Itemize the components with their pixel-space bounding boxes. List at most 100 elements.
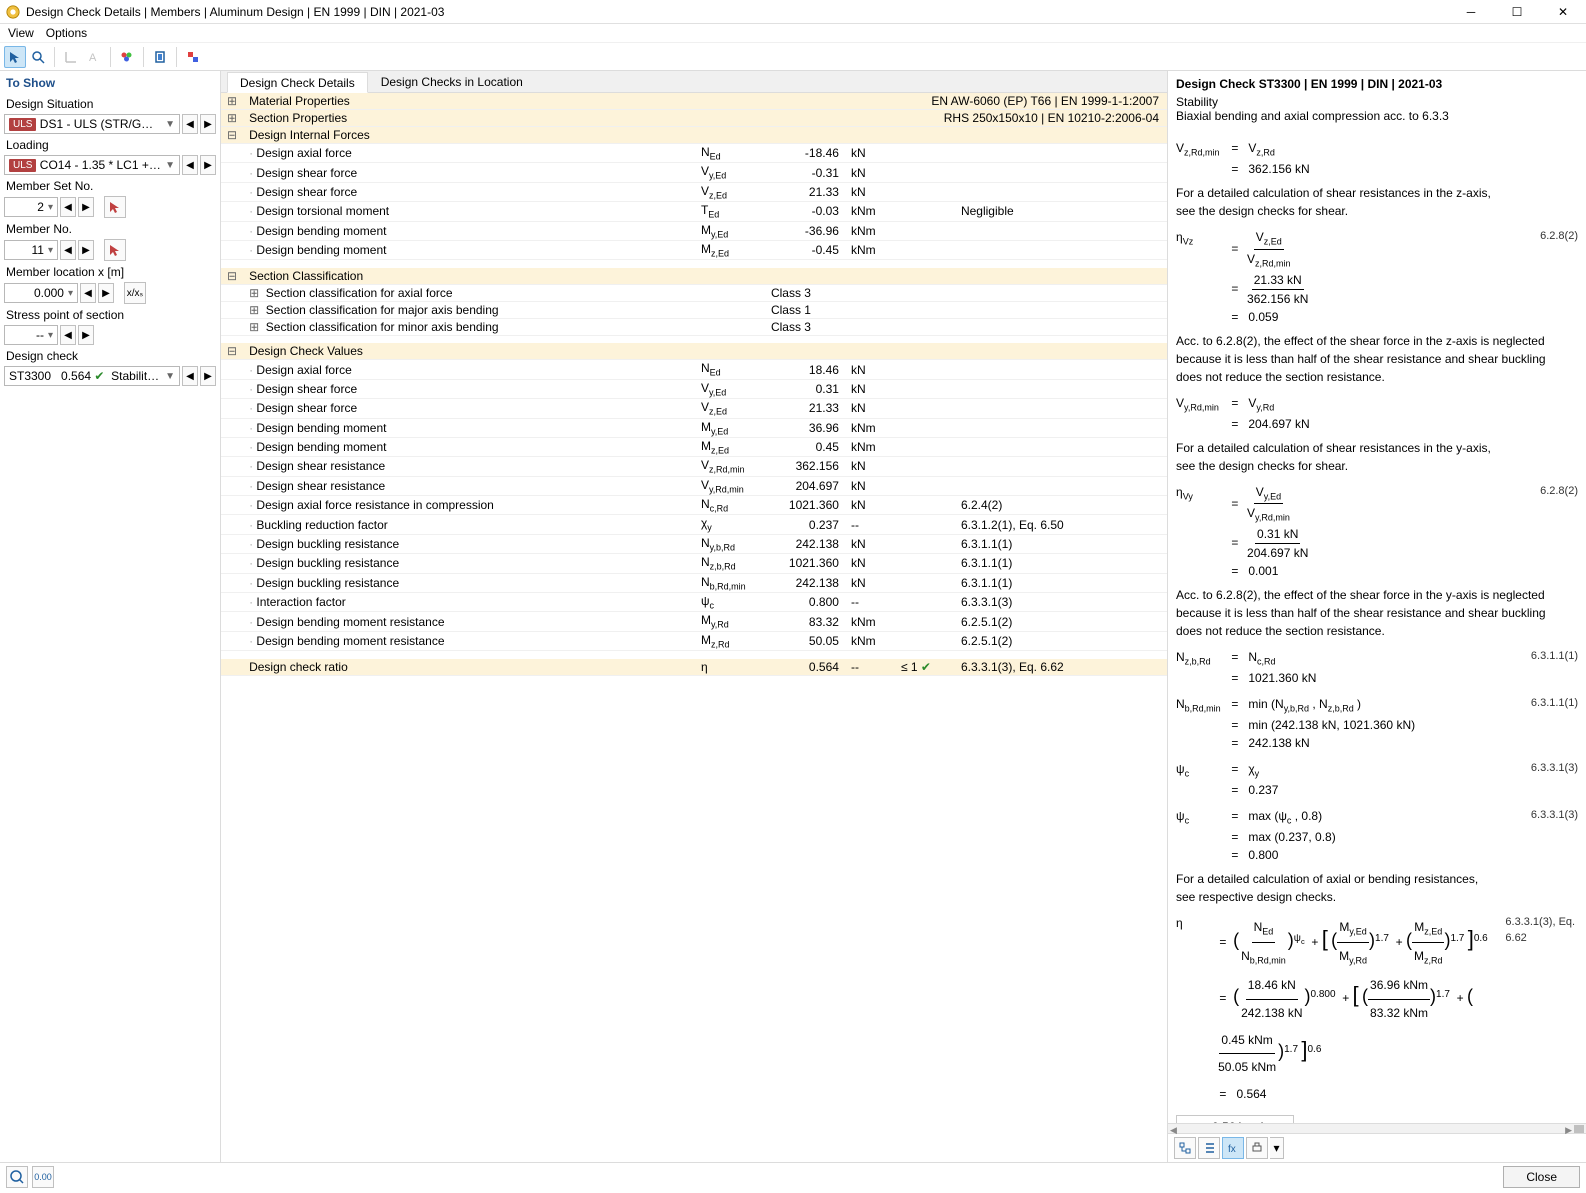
tab-details[interactable]: Design Check Details xyxy=(227,72,368,93)
next-button[interactable]: ▶ xyxy=(78,197,94,217)
next-button[interactable]: ▶ xyxy=(200,366,216,386)
close-window-button[interactable]: ✕ xyxy=(1540,0,1586,24)
stability-desc: Biaxial bending and axial compression ac… xyxy=(1168,109,1586,123)
svg-text:fx: fx xyxy=(1228,1144,1236,1155)
table-row: · Design shear resistanceVz,Rd,min362.15… xyxy=(221,457,1167,476)
collapse-icon[interactable]: ⊟ xyxy=(221,127,243,144)
table-row: · Design bending momentMz,Ed0.45kNm xyxy=(221,437,1167,456)
pick-icon[interactable] xyxy=(104,239,126,261)
svg-text:A: A xyxy=(89,52,97,64)
member-location-input[interactable]: 0.000▾ xyxy=(4,283,78,303)
toolbar-swatch-icon[interactable] xyxy=(182,46,204,68)
chevron-down-icon: ▼ xyxy=(161,119,175,130)
prev-button[interactable]: ◀ xyxy=(182,366,198,386)
stress-point-input[interactable]: --▾ xyxy=(4,325,58,345)
design-situation-select[interactable]: ULS DS1 - ULS (STR/GEO) - Permane... ▼ xyxy=(4,114,180,134)
prev-button[interactable]: ◀ xyxy=(60,240,76,260)
horizontal-scroll[interactable]: ◀▶ xyxy=(1168,1123,1586,1133)
table-row xyxy=(221,260,1167,268)
result-box: η = 0.564 ≤ 1 ✔ xyxy=(1176,1115,1294,1123)
expand-icon[interactable]: ⊞ xyxy=(221,110,243,127)
table-row: · Design axial forceNEd-18.46kN xyxy=(221,144,1167,163)
grid: ⊞Material PropertiesEN AW-6060 (EP) T66 … xyxy=(221,93,1167,1162)
toolbar-zoom-icon[interactable] xyxy=(27,46,49,68)
design-check-select[interactable]: ST3300 0.564 ✔ Stability | Biax... ▼ xyxy=(4,366,180,386)
table-row: · Design axial forceNEd18.46kN xyxy=(221,360,1167,379)
next-button[interactable]: ▶ xyxy=(200,155,216,175)
table-row: · Design bending moment resistanceMy,Rd8… xyxy=(221,612,1167,631)
toolbar-text-icon[interactable]: A xyxy=(83,46,105,68)
app-icon xyxy=(6,5,20,19)
member-no-input[interactable]: 11▾ xyxy=(4,240,58,260)
ratio-button[interactable]: x/xₛ xyxy=(124,282,146,304)
table-row: · Design bending momentMy,Ed-36.96kNm xyxy=(221,221,1167,240)
check-ok-icon: ✔ xyxy=(91,369,104,383)
prev-button[interactable]: ◀ xyxy=(60,325,76,345)
table-row: · Design axial force resistance in compr… xyxy=(221,496,1167,515)
loading-select[interactable]: ULS CO14 - 1.35 * LC1 + 1.50 * LC2 ... ▼ xyxy=(4,155,180,175)
tree-icon[interactable] xyxy=(1174,1137,1196,1159)
member-set-no-input[interactable]: 2▾ xyxy=(4,197,58,217)
next-button[interactable]: ▶ xyxy=(98,283,114,303)
stability-label: Stability xyxy=(1168,95,1586,109)
table-row: · Design shear forceVy,Ed-0.31kN xyxy=(221,163,1167,182)
toolbar-axes-icon[interactable] xyxy=(60,46,82,68)
table-row: · Design buckling resistanceNz,b,Rd1021.… xyxy=(221,554,1167,573)
table-row: ⊞Material PropertiesEN AW-6060 (EP) T66 … xyxy=(221,93,1167,110)
toolbar-colors-icon[interactable] xyxy=(116,46,138,68)
collapse-icon[interactable]: ⊟ xyxy=(221,268,243,285)
next-button[interactable]: ▶ xyxy=(200,114,216,134)
toolbar-cursor-icon[interactable] xyxy=(4,46,26,68)
sidebar-heading: To Show xyxy=(4,73,216,93)
prev-button[interactable]: ◀ xyxy=(60,197,76,217)
menu-options[interactable]: Options xyxy=(46,26,87,40)
right-toolbar: fx ▾ xyxy=(1168,1133,1586,1162)
table-row: · Design buckling resistanceNb,Rd,min242… xyxy=(221,573,1167,592)
uls-badge: ULS xyxy=(9,118,36,131)
formula-icon[interactable]: fx xyxy=(1222,1137,1244,1159)
expand-icon[interactable]: ⊞ xyxy=(221,93,243,110)
table-row: Design check ratioη0.564--≤ 1 ✔6.3.3.1(3… xyxy=(221,659,1167,676)
table-row: · Buckling reduction factorχy0.237--6.3.… xyxy=(221,515,1167,534)
next-button[interactable]: ▶ xyxy=(78,325,94,345)
table-row: · Design shear resistanceVy,Rd,min204.69… xyxy=(221,476,1167,495)
tabstrip: Design Check Details Design Checks in Lo… xyxy=(221,71,1167,93)
table-row: ⊟Design Internal Forces xyxy=(221,127,1167,144)
chevron-down-icon: ▼ xyxy=(161,371,175,382)
units-icon[interactable]: 0.00 xyxy=(32,1166,54,1188)
close-button[interactable]: Close xyxy=(1503,1166,1580,1188)
list-icon[interactable] xyxy=(1198,1137,1220,1159)
prev-button[interactable]: ◀ xyxy=(182,114,198,134)
next-button[interactable]: ▶ xyxy=(78,240,94,260)
collapse-icon[interactable]: ⊟ xyxy=(221,343,243,360)
table-row: ⊞ Section classification for major axis … xyxy=(221,301,1167,318)
member-location-label: Member location x [m] xyxy=(4,261,216,282)
table-row: · Interaction factorψc0.800--6.3.3.1(3) xyxy=(221,593,1167,612)
table-row: · Design buckling resistanceNy,b,Rd242.1… xyxy=(221,534,1167,553)
minimize-button[interactable]: ─ xyxy=(1448,0,1494,24)
table-row: ⊞Section PropertiesRHS 250x150x10 | EN 1… xyxy=(221,110,1167,127)
table-row xyxy=(221,335,1167,343)
table-row: · Design bending momentMy,Ed36.96kNm xyxy=(221,418,1167,437)
menu-view[interactable]: View xyxy=(8,26,34,40)
member-no-label: Member No. xyxy=(4,218,216,239)
table-row: ⊞ Section classification for minor axis … xyxy=(221,318,1167,335)
table-row: · Design shear forceVy,Ed0.31kN xyxy=(221,379,1167,398)
loading-label: Loading xyxy=(4,134,216,155)
sidebar: To Show Design Situation ULS DS1 - ULS (… xyxy=(0,71,221,1162)
table-row: · Design bending moment resistanceMz,Rd5… xyxy=(221,631,1167,650)
help-icon[interactable] xyxy=(6,1166,28,1188)
prev-button[interactable]: ◀ xyxy=(80,283,96,303)
print-icon[interactable] xyxy=(1246,1137,1268,1159)
maximize-button[interactable]: ☐ xyxy=(1494,0,1540,24)
tab-location[interactable]: Design Checks in Location xyxy=(368,71,536,92)
uls-badge: ULS xyxy=(9,159,36,172)
prev-button[interactable]: ◀ xyxy=(182,155,198,175)
design-situation-label: Design Situation xyxy=(4,93,216,114)
print-dropdown[interactable]: ▾ xyxy=(1270,1137,1284,1159)
window-title: Design Check Details | Members | Aluminu… xyxy=(26,5,1448,19)
member-set-no-label: Member Set No. xyxy=(4,175,216,196)
toolbar-section-icon[interactable] xyxy=(149,46,171,68)
table-row: · Design bending momentMz,Ed-0.45kNm xyxy=(221,240,1167,259)
pick-icon[interactable] xyxy=(104,196,126,218)
